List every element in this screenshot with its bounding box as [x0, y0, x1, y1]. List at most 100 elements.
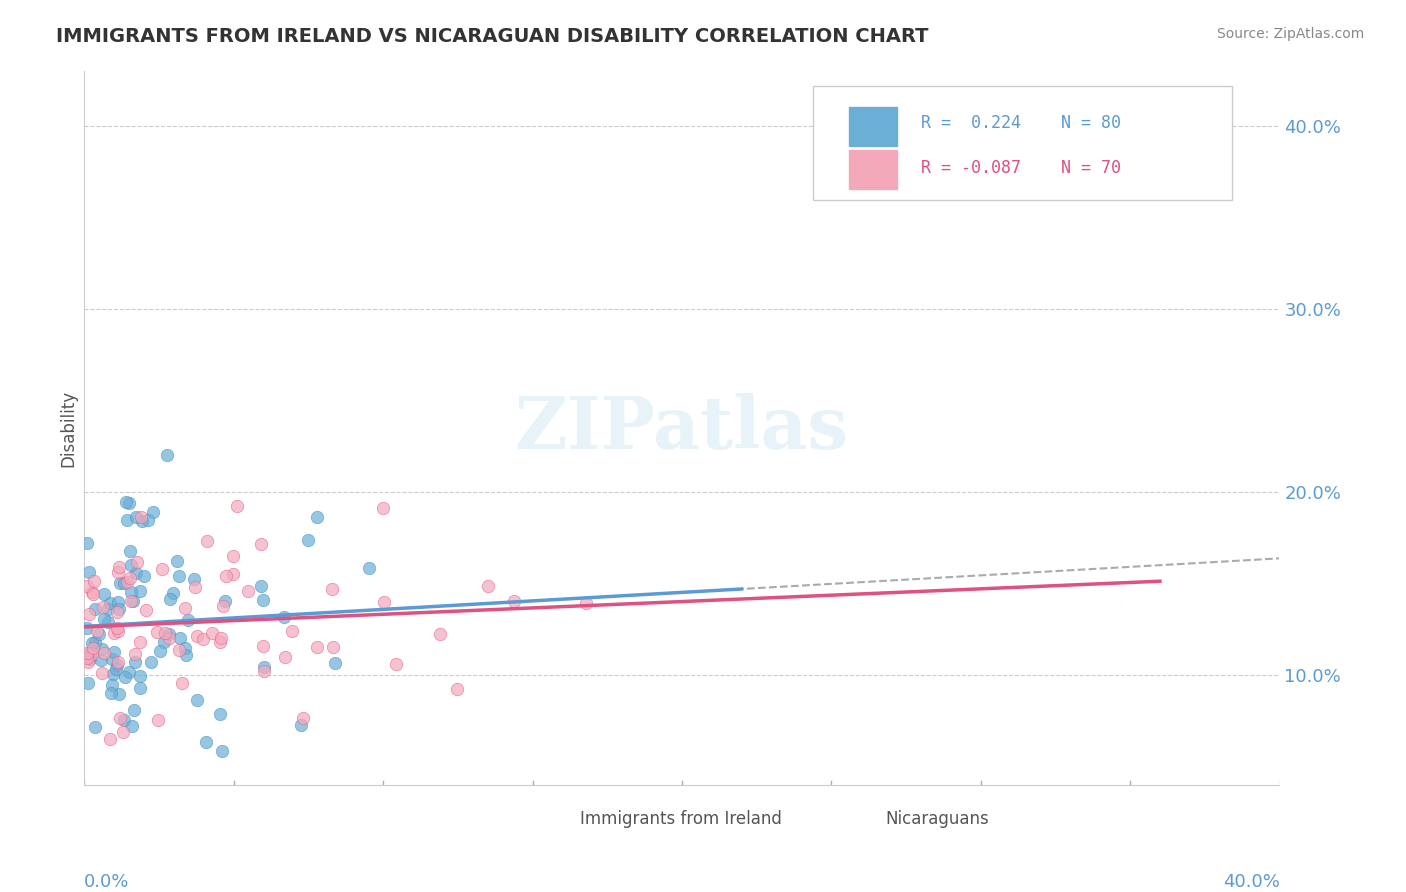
Immigrants from Ireland: [166, 554, 188, 568]
Immigrants from Ireland: [100, 686, 122, 700]
Immigrants from Ireland: [359, 561, 381, 575]
Nicaraguans: [77, 655, 100, 669]
Nicaraguans: [273, 650, 295, 665]
Text: R =  0.224    N = 80: R = 0.224 N = 80: [921, 114, 1121, 132]
Immigrants from Ireland: [128, 583, 150, 598]
Immigrants from Ireland: [108, 687, 131, 701]
Immigrants from Ireland: [122, 703, 145, 717]
Nicaraguans: [222, 567, 245, 582]
Nicaraguans: [93, 646, 115, 660]
Immigrants from Ireland: [177, 613, 200, 627]
Immigrants from Ireland: [101, 667, 124, 681]
Text: Nicaraguans: Nicaraguans: [886, 810, 988, 828]
FancyBboxPatch shape: [814, 86, 1232, 200]
Immigrants from Ireland: [121, 593, 143, 607]
Nicaraguans: [108, 559, 131, 574]
Nicaraguans: [174, 600, 197, 615]
Nicaraguans: [135, 603, 157, 617]
Text: Source: ZipAtlas.com: Source: ZipAtlas.com: [1216, 27, 1364, 41]
Immigrants from Ireland: [104, 662, 127, 676]
Text: 40.0%: 40.0%: [1223, 872, 1279, 891]
Immigrants from Ireland: [125, 510, 148, 524]
Immigrants from Ireland: [89, 626, 111, 640]
Immigrants from Ireland: [80, 635, 103, 649]
Immigrants from Ireland: [186, 693, 208, 707]
Immigrants from Ireland: [128, 669, 150, 683]
Nicaraguans: [76, 579, 98, 593]
Immigrants from Ireland: [253, 660, 276, 674]
Text: Immigrants from Ireland: Immigrants from Ireland: [581, 810, 782, 828]
Nicaraguans: [186, 629, 208, 643]
Immigrants from Ireland: [90, 653, 112, 667]
Immigrants from Ireland: [97, 602, 120, 616]
Nicaraguans: [152, 562, 174, 576]
Nicaraguans: [222, 549, 245, 564]
Nicaraguans: [153, 625, 176, 640]
Nicaraguans: [209, 632, 232, 646]
Nicaraguans: [191, 632, 214, 646]
Nicaraguans: [76, 647, 98, 661]
Immigrants from Ireland: [125, 566, 148, 581]
Immigrants from Ireland: [103, 645, 125, 659]
Immigrants from Ireland: [174, 640, 197, 655]
Immigrants from Ireland: [159, 592, 181, 607]
Immigrants from Ireland: [142, 505, 165, 519]
Nicaraguans: [209, 635, 232, 649]
Nicaraguans: [503, 593, 526, 607]
Nicaraguans: [107, 566, 129, 580]
Nicaraguans: [82, 640, 104, 655]
Nicaraguans: [215, 569, 238, 583]
Nicaraguans: [195, 534, 218, 549]
Nicaraguans: [91, 666, 114, 681]
Nicaraguans: [105, 621, 128, 635]
Nicaraguans: [103, 625, 125, 640]
Immigrants from Ireland: [118, 496, 141, 510]
Nicaraguans: [91, 600, 114, 615]
Immigrants from Ireland: [153, 635, 176, 649]
Immigrants from Ireland: [108, 602, 131, 616]
Immigrants from Ireland: [93, 612, 115, 626]
Nicaraguans: [281, 624, 304, 638]
Nicaraguans: [170, 676, 193, 690]
Immigrants from Ireland: [209, 707, 232, 722]
Immigrants from Ireland: [211, 744, 233, 758]
Immigrants from Ireland: [84, 720, 107, 734]
Immigrants from Ireland: [136, 513, 159, 527]
Text: 0.0%: 0.0%: [84, 872, 129, 891]
Text: ZIPatlas: ZIPatlas: [515, 392, 849, 464]
Bar: [551, 810, 581, 828]
Nicaraguans: [120, 594, 142, 608]
Immigrants from Ireland: [120, 585, 142, 599]
Text: R = -0.087    N = 70: R = -0.087 N = 70: [921, 159, 1121, 177]
Nicaraguans: [80, 584, 103, 599]
Immigrants from Ireland: [79, 646, 101, 660]
Immigrants from Ireland: [79, 565, 101, 579]
Nicaraguans: [253, 664, 276, 678]
Immigrants from Ireland: [79, 652, 101, 666]
Nicaraguans: [131, 510, 153, 524]
Nicaraguans: [124, 648, 146, 662]
Nicaraguans: [146, 714, 169, 728]
Nicaraguans: [371, 501, 394, 516]
Immigrants from Ireland: [214, 594, 236, 608]
Immigrants from Ireland: [76, 536, 98, 550]
Nicaraguans: [446, 681, 468, 696]
Immigrants from Ireland: [128, 681, 150, 696]
Bar: [849, 810, 879, 828]
Nicaraguans: [250, 537, 273, 551]
Nicaraguans: [322, 640, 344, 654]
Immigrants from Ireland: [323, 656, 346, 670]
Immigrants from Ireland: [112, 713, 135, 727]
Immigrants from Ireland: [157, 627, 180, 641]
Immigrants from Ireland: [250, 579, 273, 593]
Immigrants from Ireland: [76, 621, 98, 635]
Nicaraguans: [129, 634, 152, 648]
Nicaraguans: [145, 624, 167, 639]
Immigrants from Ireland: [105, 657, 128, 672]
Immigrants from Ireland: [98, 596, 121, 610]
Nicaraguans: [86, 624, 108, 638]
Immigrants from Ireland: [115, 494, 138, 508]
Immigrants from Ireland: [101, 652, 124, 666]
Nicaraguans: [83, 574, 105, 588]
Immigrants from Ireland: [252, 593, 274, 607]
